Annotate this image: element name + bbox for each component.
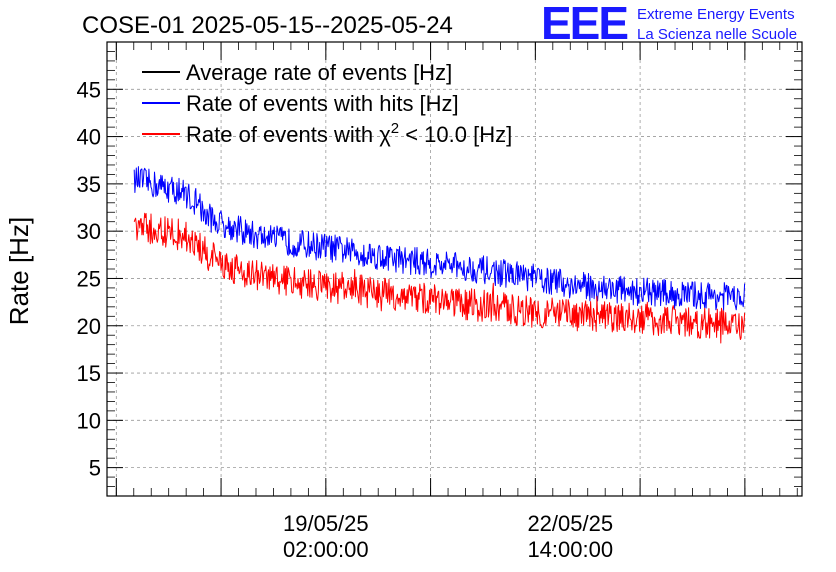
legend-entry: Rate of events with hits [Hz] xyxy=(186,91,459,116)
eee-logo-line1: Extreme Energy Events xyxy=(637,6,795,23)
y-tick-label: 20 xyxy=(77,314,101,339)
legend-entry: Rate of events with χ2 < 10.0 [Hz] xyxy=(186,120,512,147)
series-layer xyxy=(133,166,746,344)
y-tick-label: 40 xyxy=(77,125,101,150)
x-tick-label-date: 19/05/25 xyxy=(283,511,369,536)
series-line-hits xyxy=(133,166,746,311)
eee-logo-line2: La Scienza nelle Scuole xyxy=(637,26,797,43)
x-tick-label-time: 14:00:00 xyxy=(527,537,613,562)
eee-logo: EEE Extreme Energy Events La Scienza nel… xyxy=(541,0,797,49)
x-tick-label-time: 02:00:00 xyxy=(283,537,369,562)
grid xyxy=(107,42,802,496)
y-tick-label: 25 xyxy=(77,266,101,291)
chart-title: COSE-01 2025-05-15--2025-05-24 xyxy=(82,12,453,39)
y-axis-title: Rate [Hz] xyxy=(4,217,34,325)
y-tick-label: 10 xyxy=(77,408,101,433)
y-tick-label: 35 xyxy=(77,172,101,197)
x-tick-label-date: 22/05/25 xyxy=(527,511,613,536)
legend-entry: Average rate of events [Hz] xyxy=(186,60,452,85)
eee-logo-mark: EEE xyxy=(541,0,627,49)
y-tick-label: 5 xyxy=(89,456,101,481)
y-tick-label: 45 xyxy=(77,77,101,102)
y-tick-label: 15 xyxy=(77,361,101,386)
y-tick-labels: 5 10 15 20 25 30 35 40 45 xyxy=(77,77,101,480)
y-tick-label: 30 xyxy=(77,219,101,244)
legend: Average rate of events [Hz] Rate of event… xyxy=(142,60,512,147)
series-line-chi2 xyxy=(133,212,746,344)
axis-ticks xyxy=(107,42,802,497)
